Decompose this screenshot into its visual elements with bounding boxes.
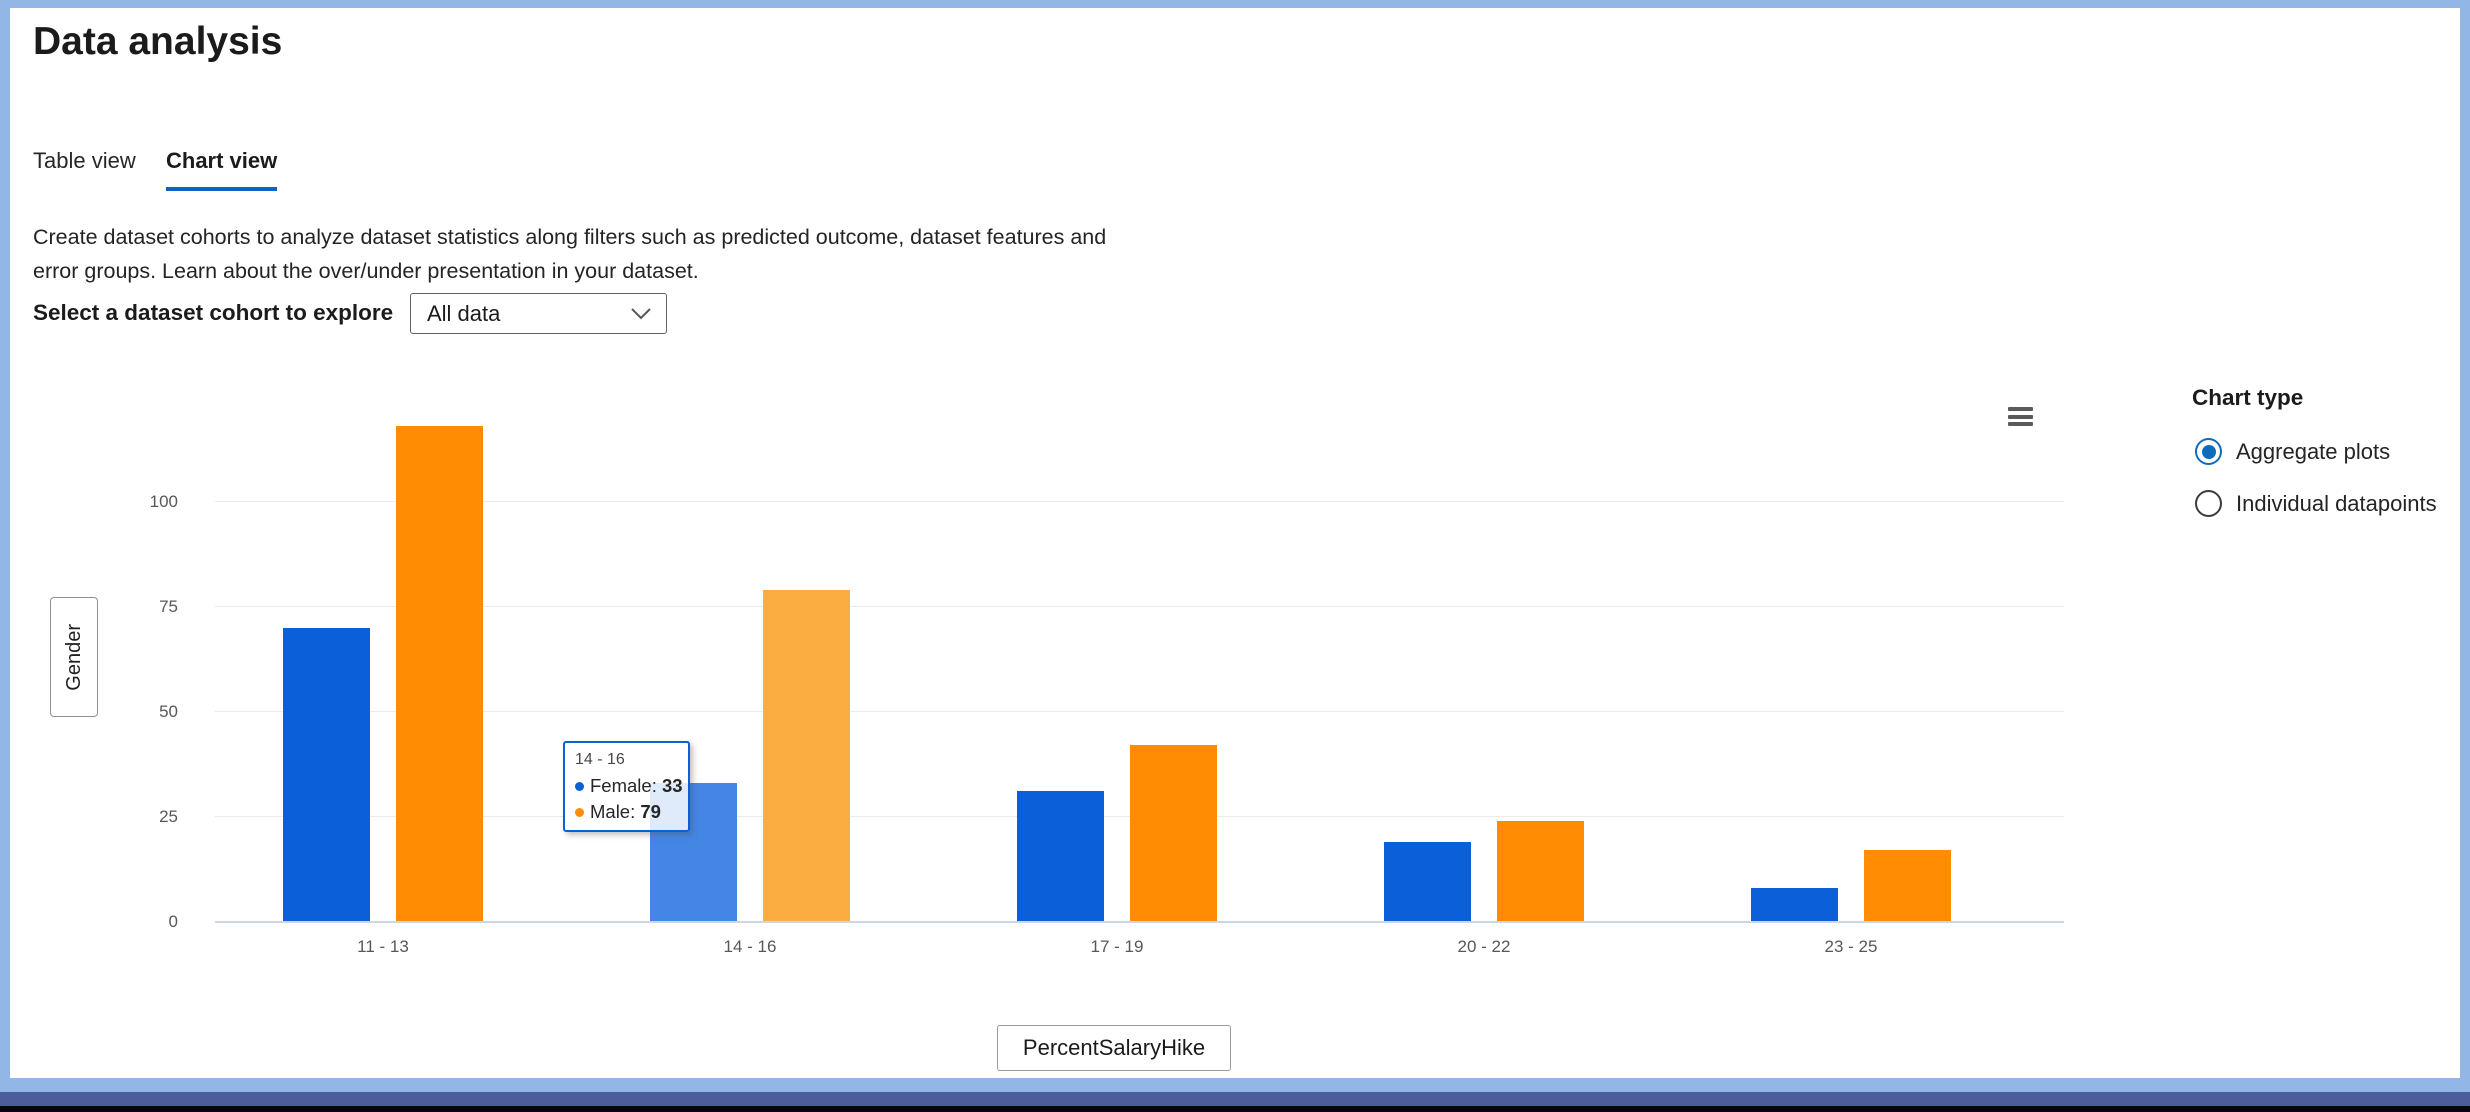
tooltip-female-row: Female: 33 xyxy=(575,773,683,799)
cohort-dropdown[interactable]: All data xyxy=(410,293,667,334)
radio-unselected-icon xyxy=(2195,490,2222,517)
description-text: Create dataset cohorts to analyze datase… xyxy=(33,225,1107,283)
tab-table-view[interactable]: Table view xyxy=(33,148,136,173)
tooltip-category: 14 - 16 xyxy=(575,751,625,768)
x-category-label: 14 - 16 xyxy=(723,937,777,956)
radio-individual-datapoints[interactable]: Individual datapoints xyxy=(2195,490,2437,517)
chart-menu-icon[interactable] xyxy=(2008,407,2033,426)
page-title: Data analysis xyxy=(33,20,283,63)
gridline-100 xyxy=(215,501,2064,503)
hover-tooltip: 14 - 16 Female: 33 Male: 79 xyxy=(563,741,690,832)
tooltip-male-row: Male: 79 xyxy=(575,799,678,825)
cohort-dropdown-value: All data xyxy=(427,300,501,326)
radio-aggregate-plots[interactable]: Aggregate plots xyxy=(2195,438,2390,465)
y-tick-label-25: 25 xyxy=(159,806,178,826)
gridline-75 xyxy=(215,606,2064,608)
radio-selected-icon xyxy=(2195,438,2222,465)
y-tick-label-100: 100 xyxy=(149,491,178,511)
bar-male-23-25[interactable] xyxy=(1864,850,1951,922)
bar-male-17-19[interactable] xyxy=(1130,745,1217,922)
gridline-50 xyxy=(215,711,2064,713)
bar-female-17-19[interactable] xyxy=(1017,791,1104,922)
female-series-dot xyxy=(575,782,584,791)
bar-female-11-13[interactable] xyxy=(283,627,370,922)
x-category-label: 17 - 19 xyxy=(1090,937,1144,956)
gridline-0 xyxy=(215,920,2064,923)
tab-chart-view[interactable]: Chart view xyxy=(166,148,278,191)
chevron-down-icon xyxy=(631,308,651,320)
bar-female-20-22[interactable] xyxy=(1384,841,1471,922)
y-tick-label-0: 0 xyxy=(168,911,178,931)
x-category-label: 23 - 25 xyxy=(1824,937,1878,956)
y-tick-label-75: 75 xyxy=(159,596,178,616)
bar-male-20-22[interactable] xyxy=(1497,820,1584,922)
x-axis-button[interactable]: PercentSalaryHike xyxy=(997,1025,1231,1071)
x-category-label: 20 - 22 xyxy=(1457,937,1511,956)
male-series-dot xyxy=(575,808,584,817)
cohort-select-label: Select a dataset cohort to explore xyxy=(33,300,394,325)
bar-male-11-13[interactable] xyxy=(396,426,483,922)
y-axis-button[interactable]: Gender xyxy=(50,597,98,717)
bottom-window-edge xyxy=(0,1092,2470,1106)
window-frame xyxy=(0,0,2470,8)
bar-female-23-25[interactable] xyxy=(1751,887,1838,922)
x-category-label: 11 - 13 xyxy=(357,937,409,956)
bar-male-14-16[interactable] xyxy=(763,590,850,922)
y-tick-label-50: 50 xyxy=(159,701,178,721)
chart-type-title: Chart type xyxy=(2192,385,2304,410)
y-axis-label: Gender xyxy=(62,623,85,691)
